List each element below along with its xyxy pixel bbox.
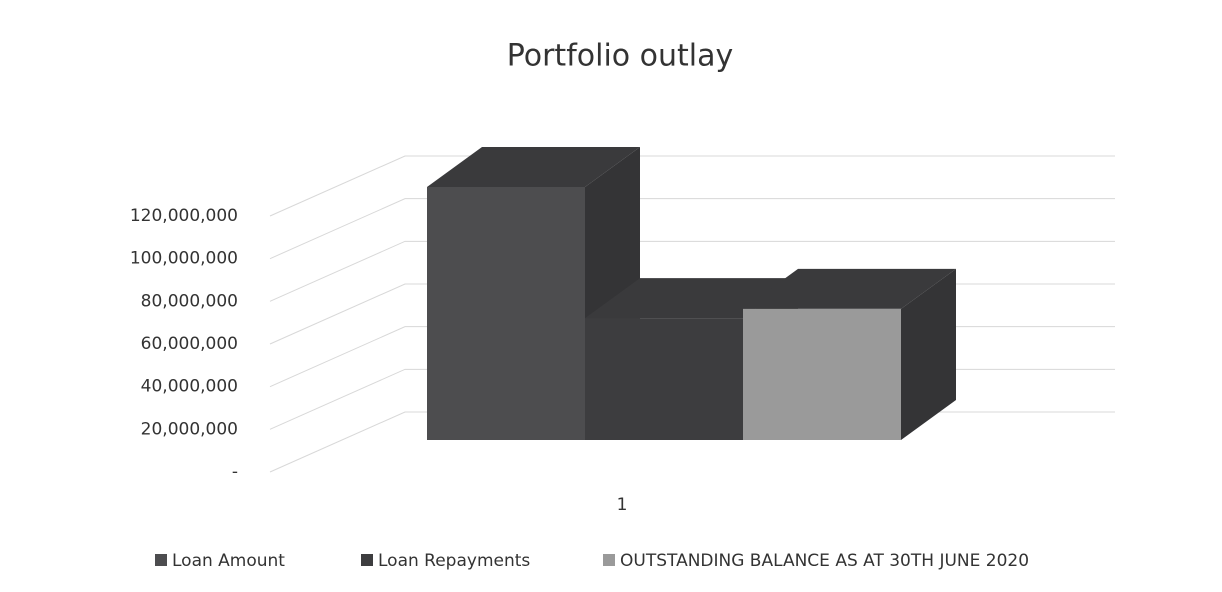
y-tick-label: 120,000,000: [130, 206, 238, 226]
legend-label: OUTSTANDING BALANCE AS AT 30TH JUNE 2020: [620, 551, 1029, 571]
bar-face: [585, 318, 743, 440]
y-tick-label: 100,000,000: [130, 249, 238, 269]
y-tick-label: 40,000,000: [141, 377, 238, 397]
grid-line: [269, 155, 1115, 217]
bar-face: [427, 147, 640, 187]
y-tick-label: 20,000,000: [141, 419, 238, 439]
x-tick-label: 1: [617, 495, 628, 515]
y-tick-label: 60,000,000: [141, 334, 238, 354]
bar: [743, 268, 956, 440]
y-tick-label: 80,000,000: [141, 291, 238, 311]
bar-face: [743, 308, 901, 440]
legend-label: Loan Amount: [172, 551, 285, 571]
legend-label: Loan Repayments: [378, 551, 530, 571]
bar-face: [901, 268, 956, 440]
legend-swatch: [155, 554, 167, 566]
bar-face: [743, 268, 956, 309]
bar-face: [427, 187, 585, 440]
legend-swatch: [361, 554, 373, 566]
grid-line: [269, 240, 1115, 302]
grid-line: [269, 198, 1115, 260]
legend-swatch: [603, 554, 615, 566]
y-tick-label: -: [232, 462, 238, 482]
chart-title: Portfolio outlay: [507, 39, 734, 74]
